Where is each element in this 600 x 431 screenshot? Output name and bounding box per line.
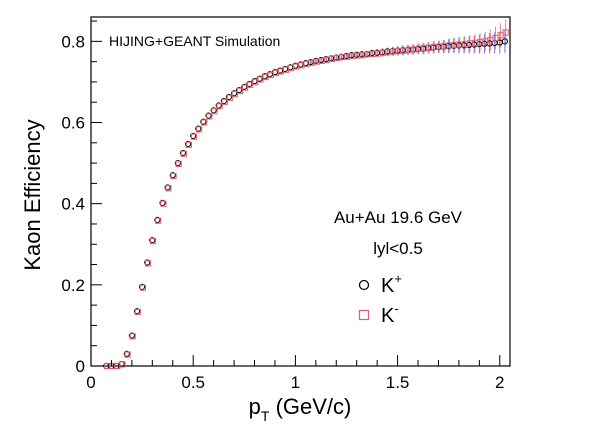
- y-axis-title: Kaon Efficiency: [20, 119, 45, 270]
- kplus-point: [128, 332, 135, 339]
- kminus-point: [155, 217, 162, 224]
- kminus-point: [236, 87, 244, 94]
- rapidity-cut-label: lyl<0.5: [373, 239, 423, 258]
- kminus-point: [231, 91, 238, 98]
- system-label: Au+Au 19.6 GeV: [334, 208, 463, 227]
- kplus-point: [159, 199, 166, 206]
- y-tick-label: 0: [76, 357, 85, 376]
- kminus-point: [134, 308, 141, 316]
- kminus-point: [119, 361, 126, 368]
- legend-kminus-label: K-: [381, 301, 399, 327]
- kminus-point: [165, 185, 172, 192]
- kplus-point: [179, 149, 187, 157]
- kminus-point: [180, 150, 187, 157]
- kplus-point: [133, 308, 141, 315]
- legend-kplus-label: K+: [381, 271, 402, 297]
- kplus-point: [190, 132, 197, 140]
- kminus-point: [226, 94, 233, 101]
- kminus-point: [190, 133, 198, 140]
- kplus-point: [149, 237, 156, 244]
- kminus-point: [170, 172, 177, 180]
- kplus-point: [230, 90, 238, 97]
- kplus-point: [174, 159, 181, 167]
- kminus-point: [139, 284, 146, 291]
- x-tick-label: 1: [291, 373, 300, 392]
- kminus-point: [502, 29, 509, 36]
- plot-frame: [90, 16, 511, 367]
- legend-kminus-marker: [358, 309, 370, 321]
- kplus-point: [236, 86, 243, 94]
- kminus-point: [144, 260, 152, 267]
- kminus-point: [185, 141, 192, 148]
- kminus-point: [196, 126, 203, 133]
- kplus-point: [241, 83, 248, 90]
- kplus-point: [169, 172, 176, 179]
- kminus-point: [206, 113, 213, 120]
- kplus-point: [225, 93, 233, 101]
- kplus-point: [246, 80, 253, 88]
- kplus-point: [164, 184, 171, 191]
- legend: K+ K-: [358, 271, 402, 327]
- simulation-label: HIJING+GEANT Simulation: [109, 33, 280, 49]
- x-tick-label: 0: [86, 373, 95, 392]
- kminus-point: [124, 351, 131, 358]
- x-axis-title: pT (GeV/c): [249, 394, 352, 424]
- axis-ticks: 0 0.5 1 1.5 2 0 0.2 0.4 0.6 0.8: [61, 20, 505, 392]
- kplus-point: [205, 112, 212, 119]
- y-tick-label: 0.2: [61, 276, 85, 295]
- x-tick-label: 2: [495, 373, 504, 392]
- kplus-point: [123, 350, 130, 357]
- y-tick-label: 0.4: [61, 195, 85, 214]
- kplus-point: [220, 97, 227, 105]
- kminus-point: [201, 119, 208, 126]
- kminus-point: [129, 333, 136, 340]
- kplus-point: [200, 118, 207, 125]
- y-tick-label: 0.8: [61, 32, 85, 51]
- x-tick-label: 0.5: [181, 373, 205, 392]
- kplus-point: [210, 107, 217, 114]
- legend-kplus-marker: [358, 279, 370, 291]
- kminus-point: [221, 98, 228, 105]
- kminus-point: [160, 200, 167, 207]
- y-tick-label: 0.6: [61, 114, 85, 133]
- kminus-point: [175, 160, 182, 168]
- kminus-point: [216, 103, 223, 110]
- kminus-point: [150, 237, 157, 245]
- data-markers: [103, 29, 509, 370]
- kplus-point: [138, 283, 146, 290]
- x-tick-label: 1.5: [386, 373, 410, 392]
- kplus-point: [501, 38, 508, 45]
- kplus-point: [261, 73, 268, 80]
- kplus-point: [144, 259, 151, 266]
- kplus-point: [215, 102, 222, 109]
- kminus-point: [211, 108, 218, 115]
- kplus-point: [251, 78, 258, 85]
- kplus-point: [256, 75, 263, 82]
- kplus-point: [184, 140, 192, 148]
- kplus-point: [154, 216, 161, 224]
- kplus-point: [195, 125, 202, 132]
